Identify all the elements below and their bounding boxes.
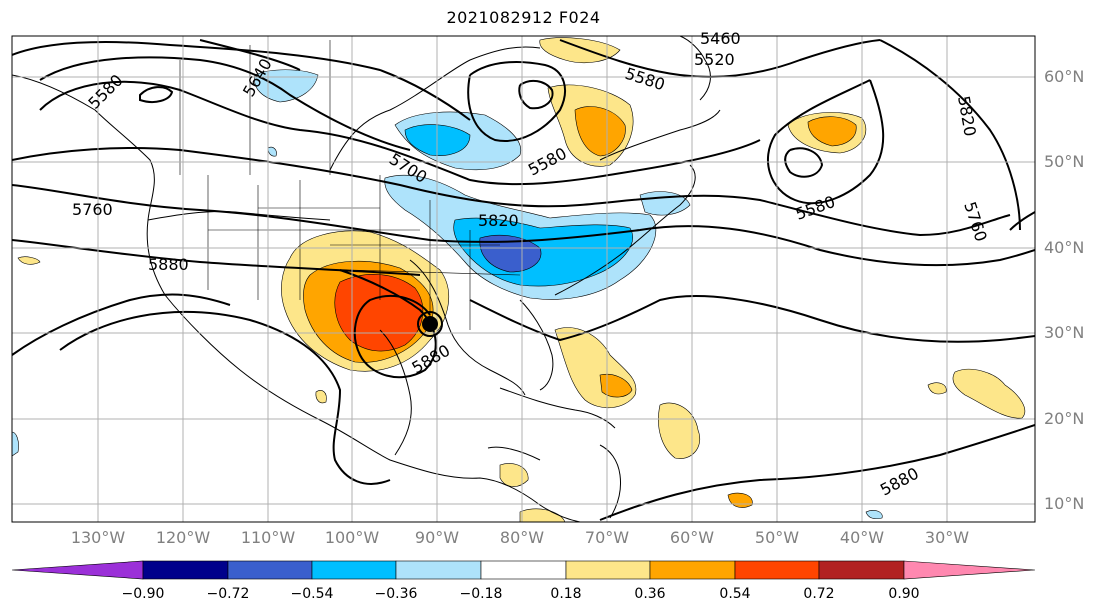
colorbar-tick-label: 0.72 [803, 586, 835, 602]
colorbar-bin [311, 560, 397, 580]
state-borders [179, 40, 521, 330]
contour-label: 5820 [478, 211, 519, 230]
colorbar-tick-label: −0.90 [121, 586, 165, 602]
colorbar-bin [565, 560, 651, 580]
lon-label: 110°W [240, 528, 296, 547]
warm-anomaly-fills [17, 37, 1026, 522]
lon-label: 100°W [324, 528, 380, 547]
contour-label: 5460 [700, 29, 741, 48]
colorbar-bin [227, 560, 313, 580]
lon-label: 60°W [669, 528, 715, 547]
colorbar-tick-label: 0.90 [888, 586, 920, 602]
cold-anomaly-fills [12, 69, 883, 520]
lat-label: 50°N [1044, 152, 1085, 171]
lon-label: 130°W [70, 528, 126, 547]
colorbar-tick-label: −0.72 [206, 586, 250, 602]
colorbar-bin [142, 560, 229, 580]
colorbar-bin [395, 560, 482, 580]
map-frame [11, 35, 1036, 523]
tropical-cyclone-marker [417, 311, 443, 337]
height-contours [12, 39, 1035, 521]
lat-label: 40°N [1044, 238, 1085, 257]
colorbar [11, 560, 1036, 580]
colorbar-tick-label: −0.18 [459, 586, 503, 602]
contour-label: 5880 [148, 255, 189, 274]
lon-label: 40°W [839, 528, 885, 547]
lat-label: 30°N [1044, 323, 1085, 342]
contour-label: 5760 [72, 200, 113, 219]
coastlines [12, 36, 721, 522]
colorbar-tick-label: 0.18 [550, 586, 582, 602]
graticule [12, 36, 1035, 522]
colorbar-bin [734, 560, 820, 580]
colorbar-tick-label: −0.54 [290, 586, 334, 602]
lat-label: 10°N [1044, 494, 1085, 513]
colorbar-tick-label: 0.36 [634, 586, 666, 602]
lon-label: 50°W [754, 528, 800, 547]
colorbar-tick-label: 0.54 [719, 586, 751, 602]
colorbar-tick-label: −0.36 [374, 586, 418, 602]
colorbar-min-arrow [11, 560, 144, 580]
contour-label: 5520 [694, 50, 735, 69]
colorbar-bin [649, 560, 736, 580]
lat-label: 20°N [1044, 409, 1085, 428]
lon-label: 90°W [414, 528, 460, 547]
lat-label: 60°N [1044, 67, 1085, 86]
colorbar-bin [480, 560, 567, 580]
lon-label: 80°W [499, 528, 545, 547]
colorbar-max-arrow [903, 560, 1036, 580]
lon-label: 70°W [584, 528, 630, 547]
map-title: 2021082912 F024 [446, 8, 601, 27]
colorbar-bin [818, 560, 905, 580]
lon-label: 30°W [924, 528, 970, 547]
lon-label: 120°W [155, 528, 211, 547]
